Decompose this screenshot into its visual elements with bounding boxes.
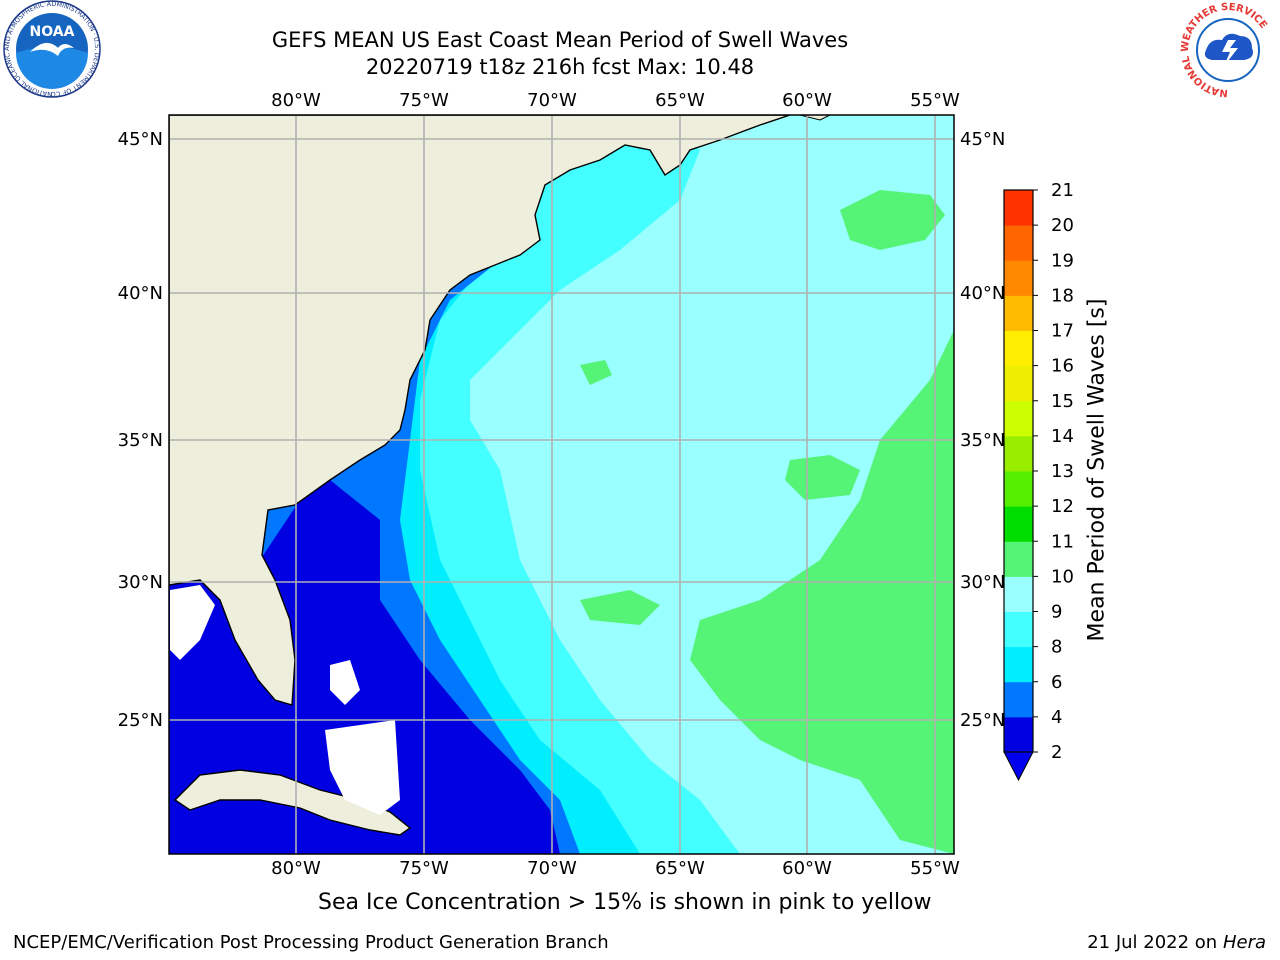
footer-right: 21 Jul 2022 on Hera: [1087, 932, 1266, 953]
colorbar-segment: [1004, 260, 1033, 296]
lon-labels-top: 80°W 75°W 70°W 65°W 60°W 55°W: [271, 90, 960, 111]
lon-label: 55°W: [910, 90, 960, 111]
colorbar-segment: [1004, 716, 1033, 753]
lon-label: 60°W: [782, 90, 832, 111]
noaa-logo: NATIONAL OCEANIC AND ATMOSPHERIC ADMINIS…: [0, 0, 101, 98]
colorbar-tick-label: 18: [1051, 285, 1074, 306]
lat-label: 40°N: [118, 283, 163, 304]
nws-logo: NATIONAL WEATHER SERVICE: [1180, 2, 1275, 98]
contour-9-10-ne: [840, 190, 945, 250]
footer-date: 21 Jul 2022 on: [1087, 932, 1218, 953]
lon-label: 55°W: [910, 858, 960, 879]
no-data-patch-3: [325, 720, 400, 815]
colorbar-tick-label: 4: [1051, 707, 1062, 728]
colorbar-segment: [1004, 295, 1033, 331]
map-area: [169, 115, 954, 854]
land-north-america: [169, 115, 791, 706]
colorbar-tick-label: 21: [1051, 180, 1074, 201]
colorbar-tick-label: 6: [1051, 672, 1062, 693]
colorbar-segment: [1004, 611, 1033, 648]
lat-label: 35°N: [118, 430, 163, 451]
no-data-patch-2: [330, 660, 360, 705]
colorbar-tick-label: 8: [1051, 637, 1062, 658]
colorbar-tick-label: 16: [1051, 356, 1074, 377]
chart-subtitle: 20220719 t18z 216h fcst Max: 10.48: [365, 55, 755, 79]
lat-label: 30°N: [118, 572, 163, 593]
colorbar-tick-label: 13: [1051, 461, 1074, 482]
chart-title: GEFS MEAN US East Coast Mean Period of S…: [271, 28, 849, 52]
lon-label: 80°W: [271, 90, 321, 111]
lat-label: 25°N: [960, 710, 1005, 731]
colorbar-tick-label: 10: [1051, 566, 1074, 587]
colorbar-tick-label: 12: [1051, 496, 1074, 517]
colorbar-segment: [1004, 646, 1033, 683]
lat-label: 25°N: [118, 710, 163, 731]
colorbar-tick-label: 11: [1051, 531, 1074, 552]
colorbar: 2 4 6 8 9 10 11 12 13 14 15 16 17 18 19 20 21: [1003, 180, 1074, 782]
colorbar-segment: [1004, 330, 1033, 367]
colorbar-tick-label: 14: [1051, 426, 1074, 447]
colorbar-tick-label: 19: [1051, 250, 1074, 271]
colorbar-tick-label: 9: [1051, 602, 1062, 623]
lon-label: 75°W: [399, 858, 449, 879]
noaa-logo-text: NOAA: [30, 24, 75, 40]
lat-label: 45°N: [118, 129, 163, 150]
lat-labels-right: 45°N 40°N 35°N 30°N 25°N: [960, 129, 1005, 731]
lon-label: 65°W: [655, 90, 705, 111]
colorbar-segment: [1004, 190, 1033, 226]
lon-label: 70°W: [527, 858, 577, 879]
lat-label: 35°N: [960, 430, 1005, 451]
colorbar-segment: [1004, 681, 1033, 718]
lat-label: 45°N: [960, 129, 1005, 150]
lon-label: 65°W: [655, 858, 705, 879]
footer-left: NCEP/EMC/Verification Post Processing Pr…: [13, 932, 609, 953]
colorbar-label: Mean Period of Swell Waves [s]: [1084, 298, 1110, 642]
no-data-patch-1: [170, 585, 215, 660]
lon-label: 60°W: [782, 858, 832, 879]
contour-9-10-c2: [580, 360, 612, 385]
colorbar-segment: [1004, 471, 1033, 507]
lon-labels-bottom: 80°W 75°W 70°W 65°W 60°W 55°W: [271, 858, 960, 879]
lon-label: 75°W: [399, 90, 449, 111]
colorbar-tick-label: 20: [1051, 215, 1074, 236]
colorbar-segment: [1004, 365, 1033, 402]
colorbar-segment: [1004, 225, 1033, 261]
gridlines: [169, 115, 954, 854]
colorbar-segment: [1004, 576, 1033, 612]
colorbar-tick-label: 17: [1051, 321, 1074, 342]
contour-9-10-e: [785, 455, 860, 500]
colorbar-tick-label: 2: [1051, 742, 1062, 763]
lat-labels-left: 45°N 40°N 35°N 30°N 25°N: [118, 129, 163, 731]
contour-9-10-c: [580, 590, 660, 625]
land-cuba: [173, 769, 412, 836]
colorbar-segment: [1004, 506, 1033, 542]
colorbar-segment: [1004, 541, 1033, 577]
lon-label: 70°W: [527, 90, 577, 111]
colorbar-tick-label: 15: [1051, 391, 1074, 412]
footer-host: Hera: [1222, 932, 1266, 953]
colorbar-extend-arrow: [1003, 751, 1034, 782]
map-frame: [168, 114, 955, 855]
lat-label: 40°N: [960, 283, 1005, 304]
colorbar-segment: [1004, 400, 1033, 437]
sea-ice-note: Sea Ice Concentration > 15% is shown in …: [318, 890, 932, 915]
lon-label: 80°W: [271, 858, 321, 879]
contour-9-10-se: [690, 330, 954, 854]
lat-label: 30°N: [960, 572, 1005, 593]
colorbar-segment: [1004, 435, 1033, 472]
